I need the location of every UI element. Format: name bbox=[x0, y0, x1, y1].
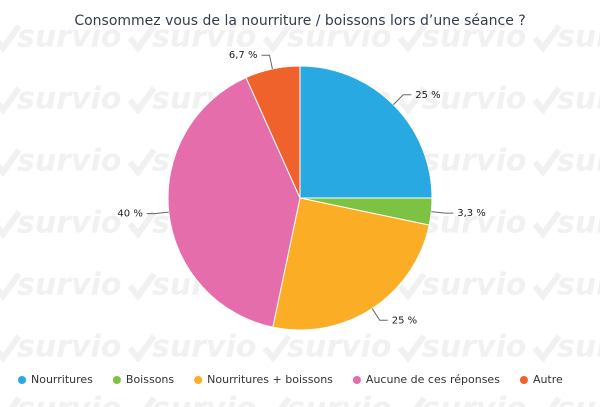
data-label: 40 % bbox=[117, 209, 142, 220]
watermark-text: survio bbox=[17, 392, 121, 407]
watermark-text: survio bbox=[152, 392, 256, 407]
watermark-text: survio bbox=[17, 20, 121, 55]
watermark-check bbox=[127, 210, 157, 239]
legend-label: Nourritures + boissons bbox=[207, 373, 333, 386]
watermark-check bbox=[0, 24, 22, 53]
watermark-text: survio bbox=[152, 330, 256, 365]
watermark-text: survio bbox=[557, 206, 600, 241]
watermark-check bbox=[413, 396, 427, 407]
watermark-text: survio bbox=[422, 392, 526, 407]
data-label: 6,7 % bbox=[229, 50, 258, 61]
pie-slice bbox=[167, 76, 301, 328]
watermark-layer: survio survio survio survio survio survio surv… bbox=[0, 20, 600, 407]
watermark-check bbox=[0, 272, 22, 301]
watermark-text: survio bbox=[287, 392, 391, 407]
watermark-check bbox=[143, 396, 157, 407]
watermark-text: survio bbox=[17, 206, 121, 241]
watermark-text: survio bbox=[557, 20, 600, 55]
watermark-text: survio bbox=[422, 206, 526, 241]
watermark-text: survio bbox=[557, 144, 600, 179]
watermark-text: survio bbox=[287, 330, 391, 365]
leader-line bbox=[431, 211, 454, 214]
watermark-check bbox=[397, 272, 427, 301]
watermark-text: survio bbox=[422, 144, 526, 179]
watermark-check bbox=[262, 334, 292, 363]
legend-label: Autre bbox=[533, 373, 563, 386]
data-label: 25 % bbox=[392, 315, 417, 326]
chart-title: Consommez vous de la nourriture / boisso… bbox=[74, 13, 525, 29]
watermark-check bbox=[0, 210, 22, 239]
watermark-check bbox=[0, 86, 22, 115]
watermark-text: survio bbox=[422, 268, 526, 303]
watermark-check bbox=[127, 148, 157, 177]
watermark-check bbox=[532, 86, 562, 115]
leader-line bbox=[261, 54, 273, 70]
watermark-text: survio bbox=[422, 82, 526, 117]
watermark-check bbox=[397, 86, 427, 115]
watermark-check bbox=[262, 24, 292, 53]
legend-marker bbox=[18, 376, 26, 384]
watermark-text: survio bbox=[17, 330, 121, 365]
watermark-check bbox=[0, 148, 22, 177]
legend-marker bbox=[194, 376, 203, 384]
watermark-text: survio bbox=[17, 268, 121, 303]
watermark-check bbox=[532, 210, 562, 239]
pie-slice bbox=[299, 65, 433, 199]
watermark-check bbox=[532, 334, 562, 363]
watermark-check bbox=[127, 272, 157, 301]
watermark-text: survio bbox=[557, 82, 600, 117]
data-label: 25 % bbox=[415, 90, 440, 101]
watermark-check bbox=[127, 86, 157, 115]
legend-marker bbox=[352, 376, 361, 384]
legend-marker bbox=[112, 376, 121, 384]
legend-label: Boissons bbox=[126, 373, 174, 386]
watermark-check bbox=[8, 396, 22, 407]
leader-line bbox=[146, 211, 169, 215]
watermark-check bbox=[397, 24, 427, 53]
watermark-text: survio bbox=[422, 20, 526, 55]
leader-line bbox=[371, 308, 388, 321]
watermark-text: survio bbox=[17, 82, 121, 117]
legend-label: Aucune de ces réponses bbox=[366, 373, 500, 386]
legend-marker bbox=[519, 376, 528, 384]
watermark-text: survio bbox=[152, 20, 256, 55]
watermark-text: survio bbox=[287, 20, 391, 55]
watermark-check bbox=[532, 272, 562, 301]
watermark-check bbox=[0, 334, 22, 363]
watermark-check bbox=[127, 24, 157, 53]
legend-label: Nourritures bbox=[31, 373, 93, 386]
watermark-check bbox=[548, 396, 562, 407]
watermark-text: survio bbox=[557, 330, 600, 365]
watermark-check bbox=[127, 334, 157, 363]
watermark-check bbox=[532, 24, 562, 53]
watermark-check bbox=[278, 396, 292, 407]
watermark-text: survio bbox=[557, 392, 600, 407]
watermark-check bbox=[532, 148, 562, 177]
watermark-text: survio bbox=[557, 268, 600, 303]
watermark-check bbox=[397, 334, 427, 363]
leader-line bbox=[392, 94, 412, 106]
watermark-text: survio bbox=[422, 330, 526, 365]
watermark-text: survio bbox=[17, 144, 121, 179]
data-label: 3,3 % bbox=[457, 208, 486, 219]
